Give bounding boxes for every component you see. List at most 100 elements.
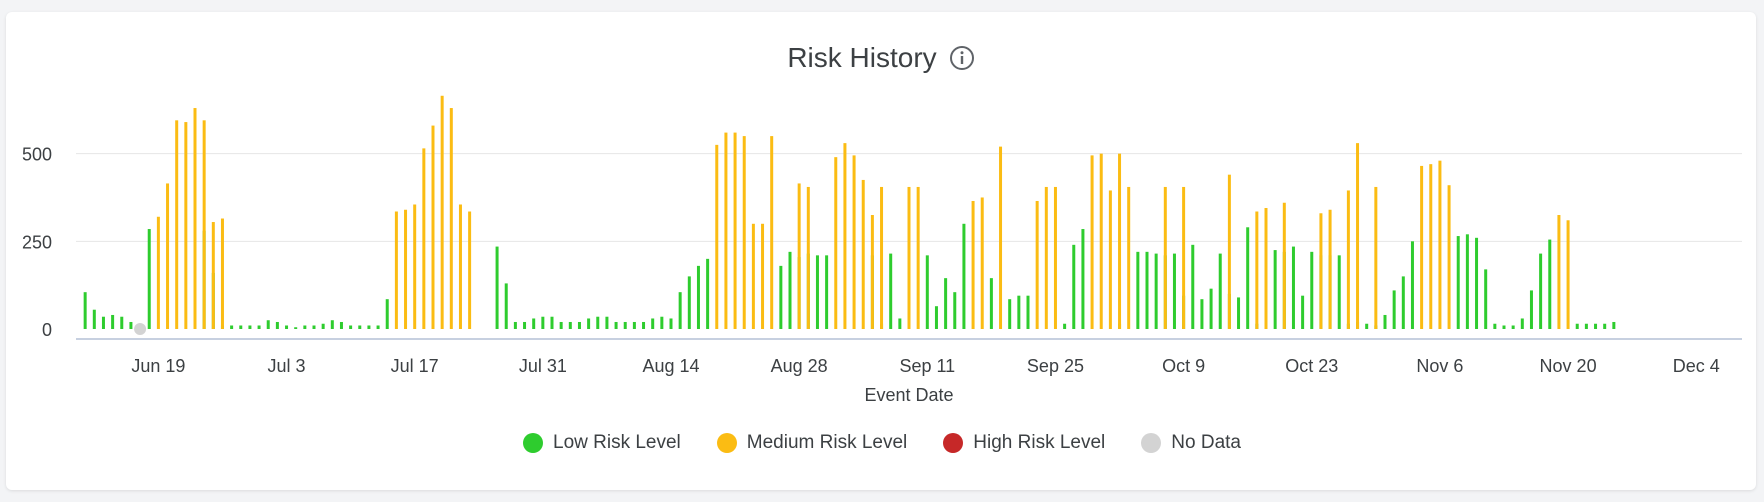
medium-risk-bar[interactable] bbox=[907, 186, 911, 329]
medium-risk-bar[interactable] bbox=[761, 223, 765, 329]
medium-risk-bar[interactable] bbox=[422, 148, 426, 329]
low-risk-bar[interactable] bbox=[568, 321, 572, 329]
low-risk-bar[interactable] bbox=[660, 316, 664, 329]
low-risk-bar[interactable] bbox=[1475, 237, 1479, 329]
medium-risk-bar[interactable] bbox=[999, 146, 1003, 329]
low-risk-bar[interactable] bbox=[623, 321, 627, 329]
low-risk-bar[interactable] bbox=[1301, 295, 1305, 329]
low-risk-bar[interactable] bbox=[303, 325, 307, 329]
low-risk-bar[interactable] bbox=[642, 321, 646, 329]
low-risk-bar[interactable] bbox=[339, 321, 343, 329]
low-risk-bar[interactable] bbox=[1511, 325, 1515, 329]
medium-risk-bar[interactable] bbox=[468, 211, 472, 329]
low-risk-bar[interactable] bbox=[1291, 246, 1295, 329]
medium-risk-bar[interactable] bbox=[1282, 202, 1286, 329]
low-risk-bar[interactable] bbox=[1584, 323, 1588, 329]
low-risk-bar[interactable] bbox=[962, 223, 966, 329]
medium-risk-bar[interactable] bbox=[870, 215, 874, 329]
medium-risk-bar[interactable] bbox=[980, 197, 984, 329]
low-risk-bar[interactable] bbox=[101, 316, 105, 329]
low-risk-bar[interactable] bbox=[275, 321, 279, 329]
low-risk-bar[interactable] bbox=[596, 316, 600, 329]
low-risk-bar[interactable] bbox=[788, 251, 792, 329]
low-risk-bar[interactable] bbox=[1410, 241, 1414, 329]
low-risk-bar[interactable] bbox=[889, 253, 893, 329]
low-risk-bar[interactable] bbox=[1529, 290, 1533, 329]
low-risk-bar[interactable] bbox=[1136, 251, 1140, 329]
medium-risk-bar[interactable] bbox=[1182, 186, 1186, 329]
medium-risk-bar[interactable] bbox=[1356, 143, 1360, 329]
low-risk-bar[interactable] bbox=[605, 316, 609, 329]
info-circle-icon[interactable] bbox=[949, 45, 975, 71]
low-risk-bar[interactable] bbox=[934, 306, 938, 329]
medium-risk-bar[interactable] bbox=[431, 125, 435, 329]
medium-risk-bar[interactable] bbox=[1108, 190, 1112, 329]
low-risk-bar[interactable] bbox=[239, 325, 243, 329]
medium-risk-bar[interactable] bbox=[724, 132, 728, 329]
low-risk-bar[interactable] bbox=[120, 316, 124, 329]
no-data-point[interactable] bbox=[134, 323, 147, 335]
medium-risk-bar[interactable] bbox=[1566, 220, 1570, 329]
low-risk-bar[interactable] bbox=[779, 265, 783, 329]
low-risk-bar[interactable] bbox=[815, 255, 819, 329]
low-risk-bar[interactable] bbox=[1154, 253, 1158, 329]
low-risk-bar[interactable] bbox=[1273, 250, 1277, 329]
low-risk-bar[interactable] bbox=[1365, 323, 1369, 329]
medium-risk-bar[interactable] bbox=[1099, 153, 1103, 329]
low-risk-bar[interactable] bbox=[1603, 323, 1607, 329]
low-risk-bar[interactable] bbox=[1502, 325, 1506, 329]
low-risk-bar[interactable] bbox=[349, 325, 353, 329]
low-risk-bar[interactable] bbox=[1200, 299, 1204, 329]
medium-risk-bar[interactable] bbox=[916, 186, 920, 329]
low-risk-bar[interactable] bbox=[1191, 244, 1195, 329]
medium-risk-bar[interactable] bbox=[1429, 164, 1433, 329]
medium-risk-bar[interactable] bbox=[1328, 209, 1332, 329]
low-risk-bar[interactable] bbox=[577, 321, 581, 329]
medium-risk-bar[interactable] bbox=[1035, 200, 1039, 329]
low-risk-bar[interactable] bbox=[1548, 239, 1552, 329]
low-risk-bar[interactable] bbox=[1575, 323, 1579, 329]
legend-item-no-data[interactable]: No Data bbox=[1141, 432, 1241, 454]
medium-risk-bar[interactable] bbox=[1090, 155, 1094, 329]
low-risk-bar[interactable] bbox=[1017, 295, 1021, 329]
low-risk-bar[interactable] bbox=[92, 309, 96, 329]
low-risk-bar[interactable] bbox=[83, 292, 87, 329]
low-risk-bar[interactable] bbox=[587, 318, 591, 329]
low-risk-bar[interactable] bbox=[1008, 299, 1012, 329]
low-risk-bar[interactable] bbox=[312, 325, 316, 329]
medium-risk-bar[interactable] bbox=[843, 143, 847, 329]
medium-risk-bar[interactable] bbox=[156, 216, 160, 329]
medium-risk-bar[interactable] bbox=[175, 120, 179, 329]
low-risk-bar[interactable] bbox=[1337, 255, 1341, 329]
medium-risk-bar[interactable] bbox=[1447, 185, 1451, 329]
medium-risk-bar[interactable] bbox=[1346, 190, 1350, 329]
low-risk-bar[interactable] bbox=[1218, 253, 1222, 329]
low-risk-bar[interactable] bbox=[1594, 323, 1598, 329]
low-risk-bar[interactable] bbox=[614, 321, 618, 329]
low-risk-bar[interactable] bbox=[147, 229, 151, 329]
medium-risk-bar[interactable] bbox=[1227, 174, 1231, 329]
low-risk-bar[interactable] bbox=[1484, 269, 1488, 329]
low-risk-bar[interactable] bbox=[944, 278, 948, 329]
medium-risk-bar[interactable] bbox=[1163, 186, 1167, 329]
medium-risk-bar[interactable] bbox=[1420, 165, 1424, 329]
low-risk-bar[interactable] bbox=[532, 318, 536, 329]
low-risk-bar[interactable] bbox=[376, 325, 380, 329]
low-risk-bar[interactable] bbox=[111, 314, 115, 329]
low-risk-bar[interactable] bbox=[925, 255, 929, 329]
low-risk-bar[interactable] bbox=[1520, 318, 1524, 329]
medium-risk-bar[interactable] bbox=[202, 120, 206, 329]
legend-item-low[interactable]: Low Risk Level bbox=[523, 432, 681, 454]
low-risk-bar[interactable] bbox=[1145, 251, 1149, 329]
medium-risk-bar[interactable] bbox=[834, 157, 838, 329]
medium-risk-bar[interactable] bbox=[861, 179, 865, 329]
medium-risk-bar[interactable] bbox=[806, 186, 810, 329]
low-risk-bar[interactable] bbox=[1539, 253, 1543, 329]
low-risk-bar[interactable] bbox=[632, 321, 636, 329]
low-risk-bar[interactable] bbox=[523, 321, 527, 329]
medium-risk-bar[interactable] bbox=[1438, 160, 1442, 329]
medium-risk-bar[interactable] bbox=[440, 95, 444, 329]
legend-item-medium[interactable]: Medium Risk Level bbox=[716, 432, 907, 454]
low-risk-bar[interactable] bbox=[1246, 227, 1250, 329]
medium-risk-bar[interactable] bbox=[971, 200, 975, 329]
